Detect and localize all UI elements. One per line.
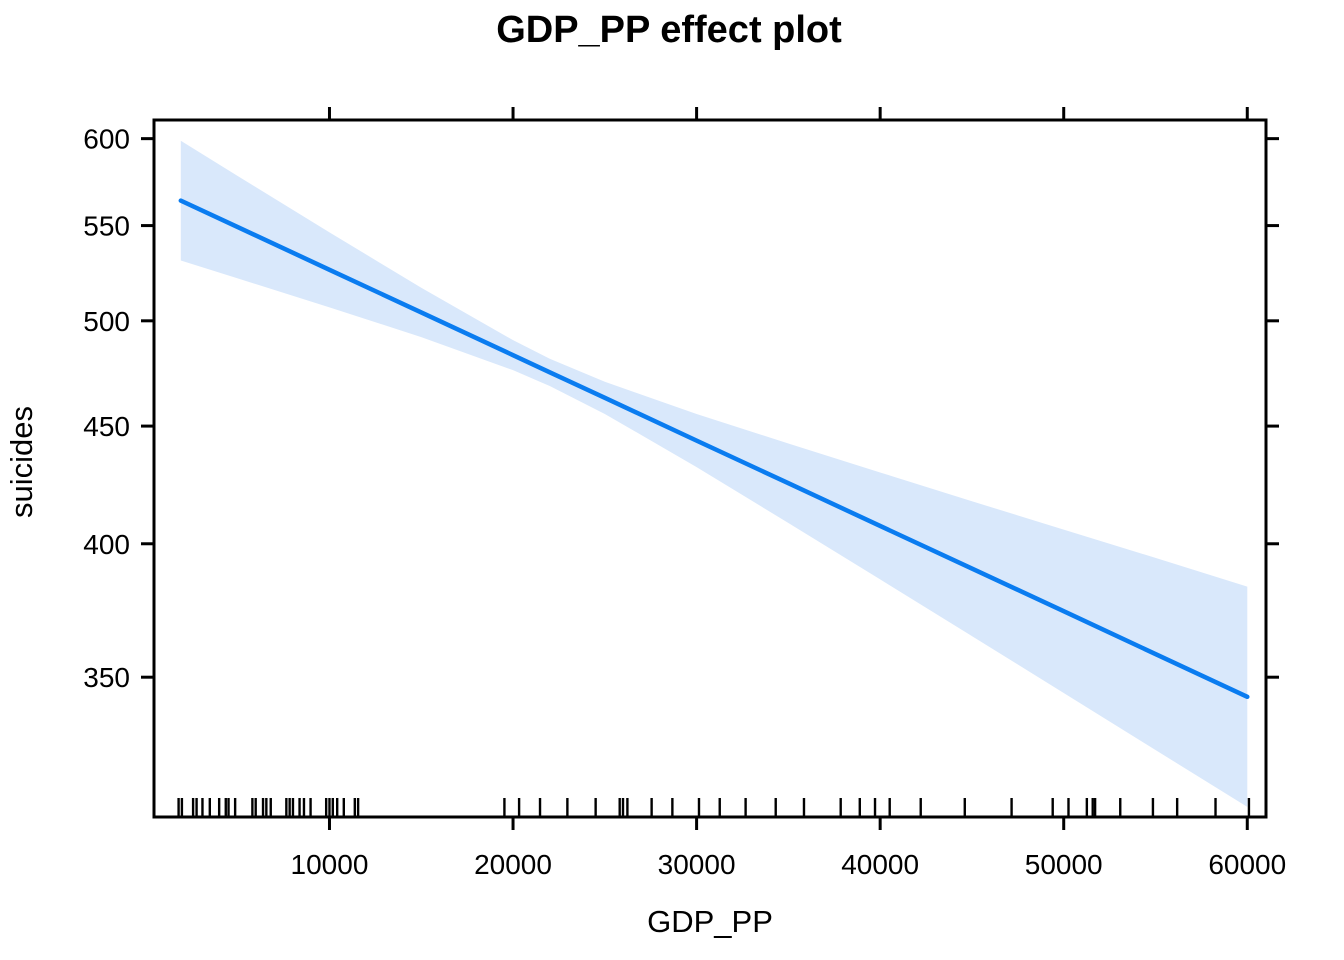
x-tick-label: 40000 (841, 849, 919, 880)
x-axis-label: GDP_PP (647, 904, 773, 939)
plot-border (152, 118, 1268, 819)
plot-frame-layer (152, 118, 1268, 819)
y-tick-label: 600 (83, 124, 130, 155)
x-tick-label: 30000 (658, 849, 736, 880)
rug-marks-layer (177, 798, 1251, 816)
axis-ticks-layer (141, 107, 1279, 830)
y-tick-labels: 350 400 450 500 550 600 (83, 124, 130, 694)
fitted-line (178, 198, 1250, 700)
x-tick-labels: 10000 20000 30000 40000 50000 60000 (291, 849, 1287, 880)
x-tick-label: 60000 (1208, 849, 1286, 880)
y-tick-label: 350 (83, 662, 130, 693)
y-tick-label: 400 (83, 529, 130, 560)
y-tick-label: 550 (83, 211, 130, 242)
x-tick-label: 20000 (474, 849, 552, 880)
chart-title: GDP_PP effect plot (496, 9, 842, 51)
confidence-band-layer (180, 140, 1248, 807)
y-axis-label: suicides (4, 406, 39, 518)
confidence-band (180, 140, 1248, 807)
y-tick-label: 450 (83, 411, 130, 442)
x-tick-label: 10000 (291, 849, 369, 880)
x-tick-label: 50000 (1025, 849, 1103, 880)
y-tick-label: 500 (83, 306, 130, 337)
fitted-line-layer (178, 198, 1250, 700)
